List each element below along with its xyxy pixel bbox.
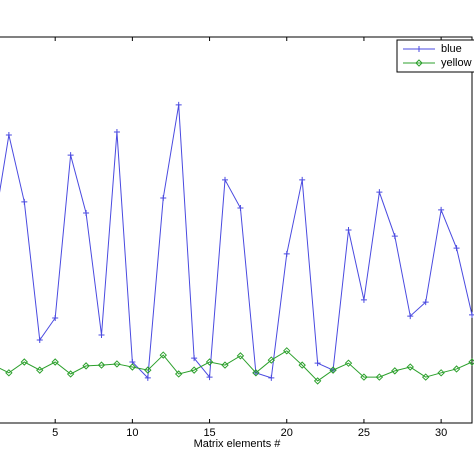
marker [160, 194, 167, 201]
legend-label: yellow [441, 57, 472, 69]
marker [391, 367, 399, 375]
marker [407, 313, 414, 320]
legend-label: blue [441, 43, 462, 55]
marker [422, 299, 429, 306]
marker [236, 352, 245, 360]
marker [283, 250, 290, 257]
marker [36, 337, 43, 344]
x-tick-label: 10 [126, 427, 138, 439]
x-tick-label: 20 [281, 427, 293, 439]
marker [174, 370, 183, 378]
marker [221, 361, 229, 369]
marker [144, 374, 151, 381]
x-tick-label: 15 [203, 427, 215, 439]
marker [83, 210, 90, 217]
marker [298, 361, 306, 369]
marker [360, 296, 367, 303]
marker [345, 227, 352, 233]
marker [452, 365, 461, 373]
marker [113, 128, 120, 135]
marker [314, 360, 321, 367]
marker [82, 362, 90, 370]
marker [67, 152, 74, 159]
marker [113, 360, 121, 368]
marker [144, 366, 152, 374]
x-tick-label: 30 [435, 427, 447, 439]
marker [66, 370, 75, 378]
marker [36, 366, 44, 374]
marker [299, 176, 306, 183]
marker [222, 176, 228, 183]
marker [344, 359, 353, 367]
marker [159, 351, 167, 359]
marker [468, 358, 474, 366]
marker [206, 374, 213, 381]
marker [437, 369, 445, 377]
marker [421, 373, 430, 381]
series-line [0, 104, 473, 379]
marker [329, 366, 337, 374]
marker [191, 355, 198, 362]
marker [20, 358, 29, 366]
marker [283, 347, 291, 355]
marker [313, 377, 322, 385]
marker [97, 361, 106, 369]
marker [237, 204, 244, 211]
marker [469, 311, 474, 318]
marker [205, 358, 214, 366]
marker [128, 363, 137, 371]
marker [268, 374, 275, 381]
marker [453, 245, 460, 252]
marker [375, 373, 384, 381]
legend-box [396, 39, 474, 73]
marker [5, 132, 12, 139]
marker [51, 358, 59, 366]
marker [175, 101, 182, 108]
legend-marker [415, 59, 423, 67]
x-tick-label: 25 [358, 427, 370, 439]
marker [267, 356, 276, 364]
marker [21, 198, 28, 205]
marker [190, 366, 198, 374]
plot-frame [0, 36, 473, 424]
marker [252, 369, 260, 377]
x-tick-label: 5 [52, 427, 58, 439]
marker [376, 189, 383, 196]
marker [5, 369, 13, 377]
marker [360, 373, 368, 381]
x-axis-label: Matrix elements # [194, 438, 282, 450]
marker [438, 206, 445, 213]
marker [391, 233, 398, 240]
marker [98, 331, 105, 338]
legend-marker [416, 46, 422, 52]
marker [52, 315, 59, 322]
marker [406, 363, 414, 371]
